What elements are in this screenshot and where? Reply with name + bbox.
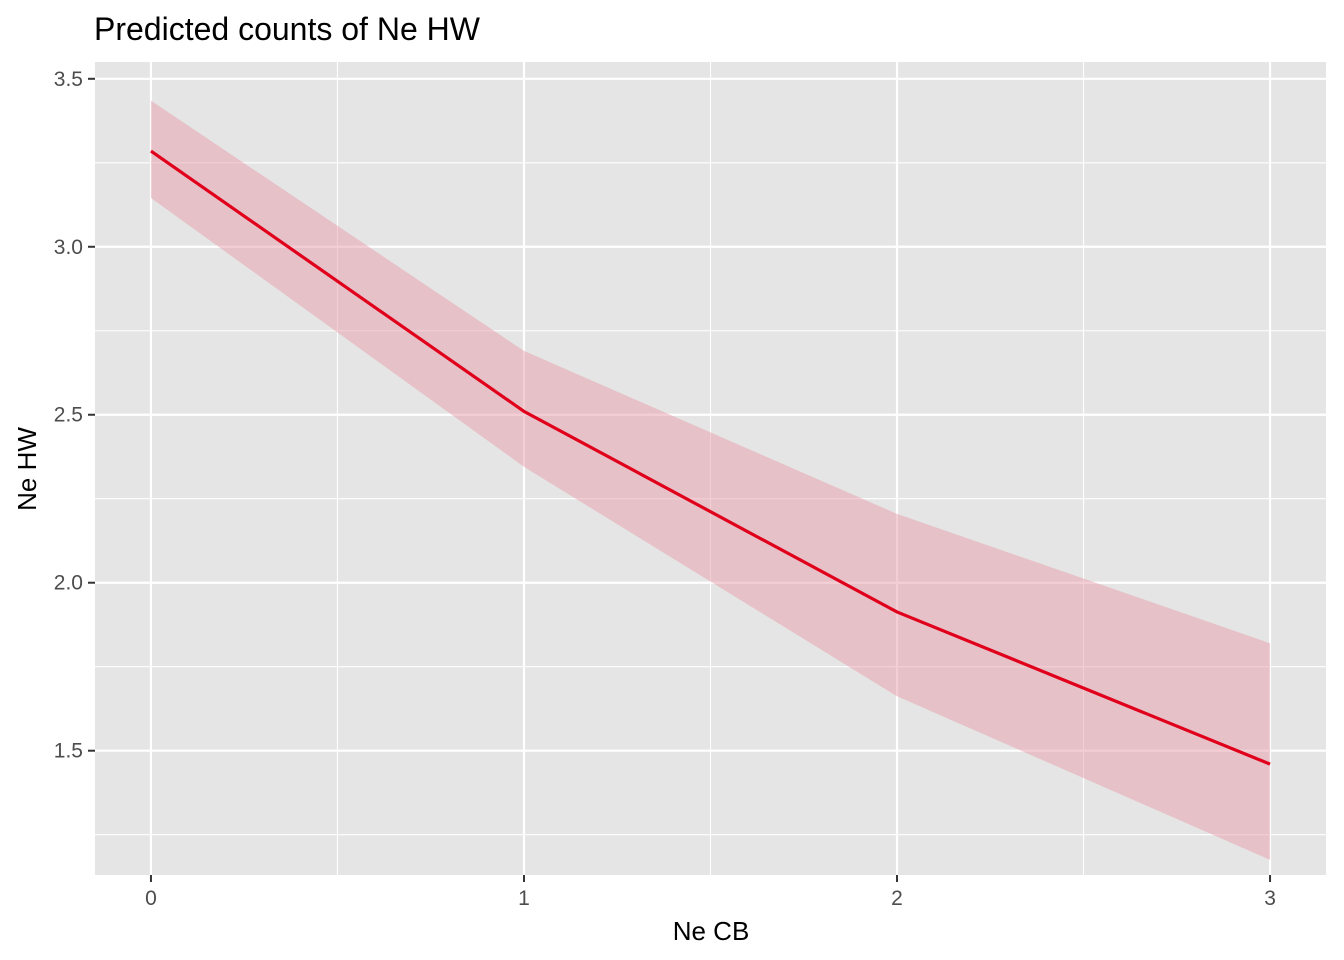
confidence-ribbon <box>150 100 1271 860</box>
x-axis-title: Ne CB <box>673 916 750 946</box>
y-tick-label: 3.5 <box>54 68 83 91</box>
x-tick-label: 2 <box>891 887 903 910</box>
x-tick-label: 1 <box>518 887 530 910</box>
x-tick-label: 0 <box>145 887 157 910</box>
x-tick-label: 3 <box>1264 887 1276 910</box>
y-axis-title: Ne HW <box>12 427 42 511</box>
series-line <box>150 149 1271 766</box>
chart-title: Predicted counts of Ne HW <box>94 11 481 47</box>
y-tick-label: 2.0 <box>54 572 83 595</box>
y-tick-label: 1.5 <box>54 740 83 763</box>
y-tick-label: 2.5 <box>54 404 83 427</box>
y-axis: 1.5 2.0 2.5 3.0 3.5 <box>54 68 95 763</box>
y-tick-label: 3.0 <box>54 236 83 259</box>
x-axis: 0 1 2 3 <box>145 875 1276 910</box>
